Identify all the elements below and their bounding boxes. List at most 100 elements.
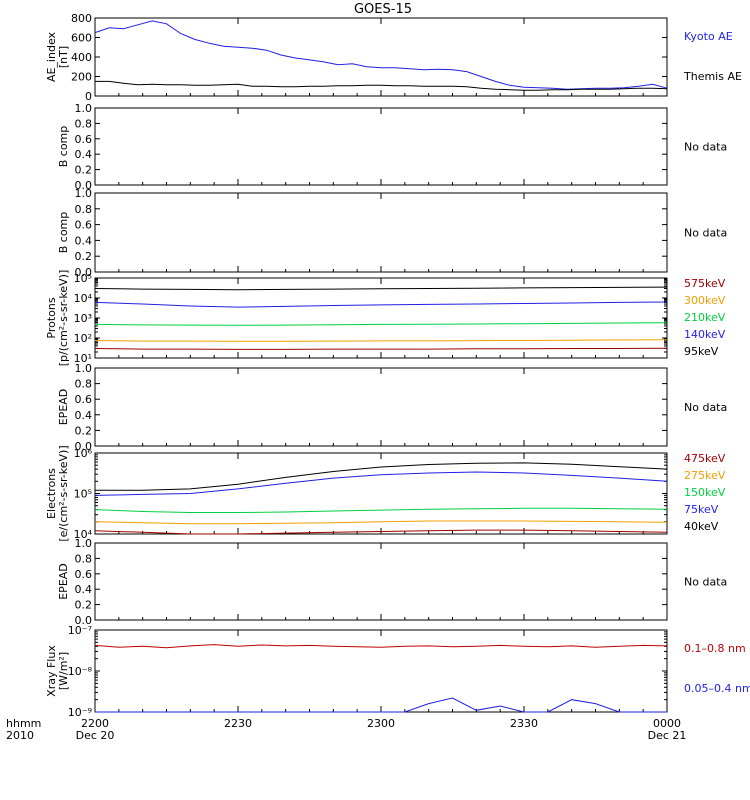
legend-entry: 75keV (684, 503, 719, 516)
legend-entry: 95keV (684, 345, 719, 358)
y-tick-label: 10¹ (74, 352, 92, 365)
legend-entry: 210keV (684, 311, 726, 324)
y-tick-label: 0.2 (75, 164, 93, 177)
series-line-xray-1 (95, 697, 667, 713)
y-tick-label: 10⁵ (74, 272, 92, 285)
panel-b2: 0.0 0.2 0.4 0.6 0.8 1.0 B comp No data (57, 187, 727, 279)
panel-frame (94, 542, 668, 621)
y-tick-label: 0.4 (75, 409, 93, 422)
y-tick-label: 10⁵ (74, 488, 92, 501)
y-tick-label: 10⁶ (74, 447, 93, 460)
y-tick-label: 0.8 (75, 552, 93, 565)
y-tick-label: 10² (74, 332, 92, 345)
series-line-protons-3 (94, 301, 668, 308)
panel-protons: 10¹ 10² 10³ 10⁴ 10⁵ Protons [p/(cm²-s-sr-keV)]… (45, 270, 726, 367)
panel-electrons: 10⁴ 10⁵ 10⁶ Electrons [e/(cm²-s-sr-keV)] 475k… (45, 445, 726, 541)
y-tick-label: 0.0 (75, 266, 93, 279)
time-tick-label: 2300 (367, 717, 395, 730)
series-line-electrons-2 (94, 507, 668, 513)
y-tick-label: 0.0 (75, 614, 93, 627)
y-tick-label: 0.8 (75, 378, 93, 391)
y-tick-label: 1.0 (75, 537, 93, 550)
y-tick-label: 10⁴ (74, 292, 93, 305)
y-axis-label: Xray Flux (45, 645, 58, 697)
series-line-protons-0 (94, 347, 668, 350)
y-axis-label: EPEAD (57, 389, 70, 426)
time-tick-label: 0000 (653, 717, 681, 730)
series-line-electrons-1 (94, 520, 668, 525)
y-tick-label: 10⁻⁸ (68, 665, 93, 678)
y-axis-label: [W/m²] (57, 652, 70, 690)
time-tick-label: 2330 (510, 717, 538, 730)
y-tick-label: 0.2 (75, 250, 93, 263)
y-tick-label: 10⁻⁹ (68, 706, 92, 719)
no-data-note: No data (684, 141, 727, 154)
series-line-electrons-0 (94, 529, 668, 535)
y-axis-label: AE_index (45, 31, 58, 82)
y-axis-label: Electrons (45, 468, 58, 519)
series-line-xray-0 (94, 644, 668, 649)
legend-entry: Themis AE (683, 70, 742, 83)
series-line-electrons-4 (95, 462, 668, 491)
panel-frame (94, 192, 668, 273)
y-tick-label: 0.6 (75, 568, 93, 581)
time-tick-date: Dec 21 (648, 729, 687, 742)
no-data-note: No data (684, 576, 727, 589)
y-tick-label: 0.8 (75, 117, 93, 130)
y-tick-label: 0.8 (75, 203, 93, 216)
y-axis-label: Protons (45, 297, 58, 338)
panels: 0 200 400 600 800 AE_index [nT] Kyoto AE Themis … (45, 12, 750, 719)
panel-ae: 0 200 400 600 800 AE_index [nT] Kyoto AE Themis … (45, 12, 742, 103)
y-tick-label: 0.0 (75, 440, 93, 453)
y-tick-label: 0.2 (75, 424, 93, 437)
y-tick-label: 0.0 (75, 179, 93, 192)
panel-xray: 10⁻⁹ 10⁻⁸ 10⁻⁷ Xray Flux [W/m²] 0.1–0.8 nm 0.0… (45, 624, 750, 719)
panel-epead1: 0.0 0.2 0.4 0.6 0.8 1.0 EPEAD No data (57, 362, 727, 453)
panel-frame (94, 107, 668, 186)
legend-entry: 475keV (684, 452, 726, 465)
series-line-protons-1 (94, 339, 668, 342)
y-tick-label: 0.4 (75, 234, 93, 247)
y-axis-label: [p/(cm²-s-sr-keV)] (57, 270, 70, 367)
y-tick-label: 600 (71, 32, 92, 45)
panel-frame (94, 367, 668, 447)
panel-epead2: 0.0 0.2 0.4 0.6 0.8 1.0 EPEAD No data (57, 537, 727, 627)
series-line-electrons-3 (94, 471, 668, 496)
y-tick-label: 0.6 (75, 133, 93, 146)
y-tick-label: 0.2 (75, 599, 93, 612)
legend-entry: 0.05–0.4 nm (684, 682, 750, 695)
series-line-protons-4 (94, 286, 668, 291)
y-tick-label: 10³ (74, 312, 92, 325)
legend-entry: 275keV (684, 469, 726, 482)
time-tick-label: 2200 (81, 717, 109, 730)
legend-entry: 40keV (684, 520, 719, 533)
panel-b1: 0.0 0.2 0.4 0.6 0.8 1.0 B comp No data (57, 102, 727, 192)
y-tick-label: 0.6 (75, 393, 93, 406)
y-tick-label: 0.6 (75, 219, 93, 232)
y-tick-label: 200 (71, 71, 92, 84)
legend-entry: 0.1–0.8 nm (684, 642, 746, 655)
y-tick-label: 1.0 (75, 362, 93, 375)
time-row-label: hhmm (6, 717, 41, 730)
series-line-ae-0 (94, 20, 668, 90)
no-data-note: No data (684, 401, 727, 414)
y-tick-label: 10⁴ (74, 528, 93, 541)
y-axis-label: [nT] (57, 46, 70, 68)
y-tick-label: 1.0 (75, 102, 93, 115)
series-line-protons-2 (94, 322, 668, 326)
legend-entry: 300keV (684, 294, 726, 307)
y-tick-label: 1.0 (75, 187, 93, 200)
y-tick-label: 0 (85, 90, 92, 103)
time-year-label: 2010 (6, 729, 34, 742)
legend-entry: 150keV (684, 486, 726, 499)
y-tick-label: 0.4 (75, 148, 93, 161)
plot-title: GOES-15 (354, 2, 412, 17)
panel-frame (94, 629, 668, 713)
legend-entry: 140keV (684, 328, 726, 341)
y-axis-label: EPEAD (57, 563, 70, 600)
y-tick-label: 0.4 (75, 583, 93, 596)
time-tick-label: 2230 (224, 717, 252, 730)
y-tick-label: 10⁻⁷ (68, 624, 92, 637)
